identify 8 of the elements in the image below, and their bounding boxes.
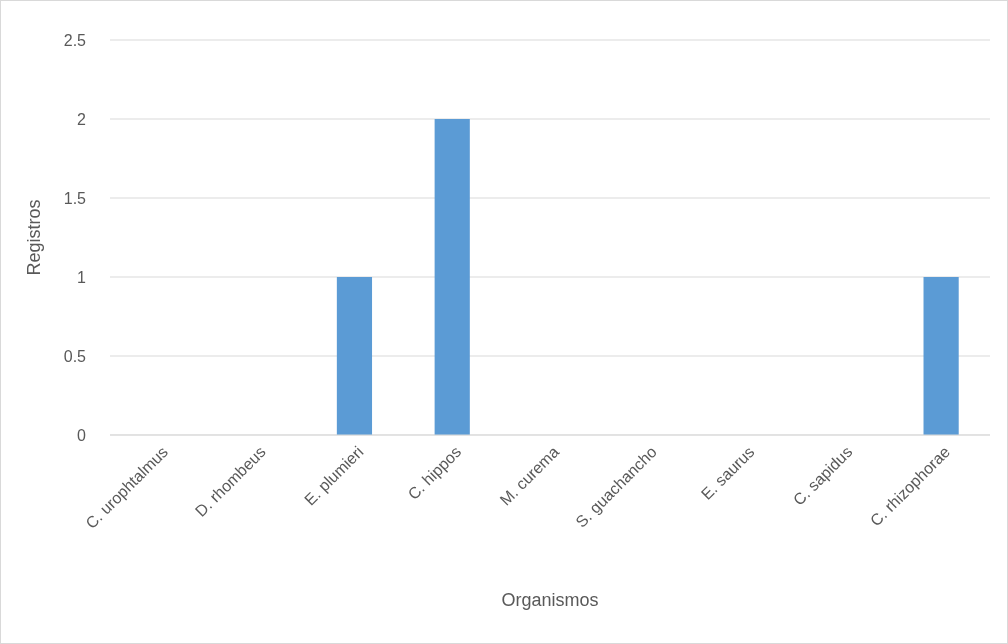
y-axis-title: Registros <box>24 199 44 276</box>
x-axis-title: Organismos <box>501 590 599 610</box>
y-tick-label: 1.5 <box>63 189 87 207</box>
y-tick-label: 2.5 <box>63 31 87 49</box>
y-tick-label: 1 <box>77 268 87 286</box>
y-tick-label: 0 <box>77 426 87 444</box>
y-tick-label: 0.5 <box>63 347 87 365</box>
y-tick-label: 2 <box>77 110 87 128</box>
